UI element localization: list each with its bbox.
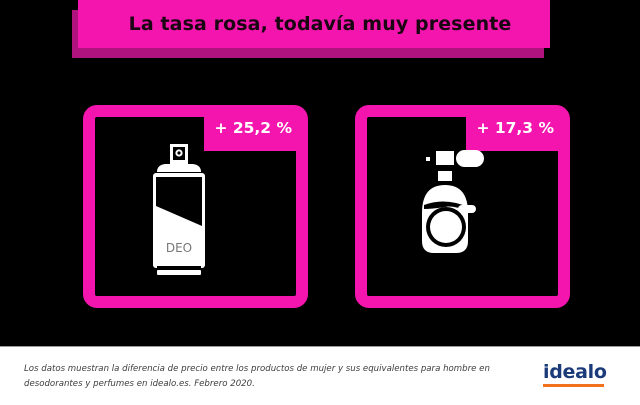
idealo-logo-text: idealo xyxy=(543,361,607,383)
infographic-stage: La tasa rosa, todavía muy presente + 25,… xyxy=(0,0,640,346)
source-footnote: Los datos muestran la diferencia de prec… xyxy=(24,364,490,389)
perfume-price-difference-badge: + 17,3 % xyxy=(466,115,560,151)
idealo-logo: idealo xyxy=(543,361,607,390)
deodorant-price-difference-badge: + 25,2 % xyxy=(204,115,298,151)
perfume-card: + 17,3 % xyxy=(355,105,570,308)
footer-divider xyxy=(0,346,640,347)
deodorant-card: + 25,2 % DEO xyxy=(83,105,308,308)
perfume-bottle-icon xyxy=(422,150,484,253)
title-banner: La tasa rosa, todavía muy presente xyxy=(78,0,550,48)
deodorant-spray-icon: DEO xyxy=(153,144,205,275)
idealo-logo-underline xyxy=(543,384,604,387)
svg-text:DEO: DEO xyxy=(166,241,192,255)
page-title: La tasa rosa, todavía muy presente xyxy=(128,13,512,35)
